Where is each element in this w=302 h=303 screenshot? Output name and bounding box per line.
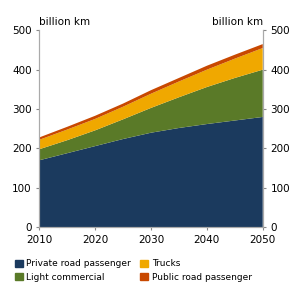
Text: billion km: billion km xyxy=(39,17,90,27)
Text: billion km: billion km xyxy=(212,17,263,27)
Legend: Private road passenger, Light commercial, Trucks, Public road passenger: Private road passenger, Light commercial… xyxy=(15,259,252,282)
